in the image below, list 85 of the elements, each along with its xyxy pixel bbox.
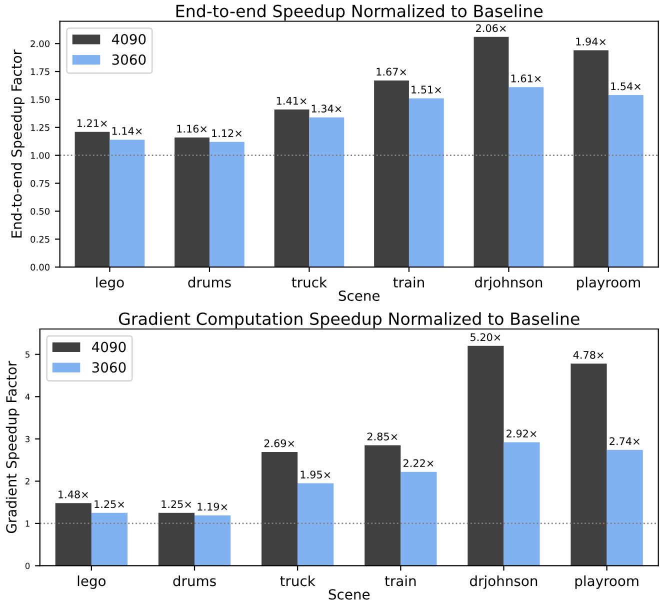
chart-title: End-to-end Speedup Normalized to Baseline bbox=[176, 4, 543, 21]
data-label: 2.06× bbox=[476, 24, 506, 32]
data-label: 1.67× bbox=[376, 68, 406, 76]
bar bbox=[209, 142, 244, 268]
y-tick-label: 0.25 bbox=[30, 236, 50, 243]
bar bbox=[364, 445, 401, 566]
bar bbox=[608, 94, 644, 268]
y-tick-label: 0 bbox=[25, 562, 30, 570]
bar bbox=[298, 483, 334, 566]
legend-label: 3060 bbox=[112, 54, 146, 65]
y-tick-label: 0.75 bbox=[30, 180, 50, 187]
bar bbox=[606, 450, 643, 566]
data-label: 1.51× bbox=[412, 86, 441, 94]
legend-label: 4090 bbox=[92, 342, 126, 352]
y-tick-label: 0.00 bbox=[30, 264, 50, 271]
data-label: 1.54× bbox=[611, 82, 640, 90]
chart-title: Gradient Computation Speedup Normalized to Baseline bbox=[118, 312, 580, 328]
y-tick-label: 5 bbox=[26, 351, 30, 358]
data-label: 1.48× bbox=[58, 490, 88, 498]
x-tick-label: playroom bbox=[575, 575, 638, 589]
data-label: 1.25× bbox=[94, 500, 124, 508]
x-tick-label: truck bbox=[280, 575, 316, 586]
data-label: 1.94× bbox=[576, 38, 606, 46]
y-axis-title: End-to-end Speedup Factor bbox=[11, 50, 24, 238]
bar bbox=[408, 98, 444, 268]
data-label: 1.16× bbox=[177, 124, 207, 133]
x-tick-label: playroom bbox=[577, 276, 640, 290]
legend-label: 3060 bbox=[92, 362, 126, 373]
legend-label: 4090 bbox=[112, 34, 146, 44]
bar bbox=[468, 346, 504, 566]
data-label: 1.95× bbox=[300, 470, 330, 478]
y-tick-label: 1.25 bbox=[31, 124, 50, 131]
y-tick-label: 1.50 bbox=[31, 96, 50, 104]
y-tick-label: 1 bbox=[26, 520, 30, 527]
data-label: 1.25× bbox=[162, 500, 192, 508]
y-tick-label: 0.50 bbox=[30, 208, 50, 215]
bar bbox=[91, 512, 128, 566]
data-label: 1.12× bbox=[212, 129, 242, 137]
bar bbox=[309, 117, 344, 268]
bar bbox=[508, 87, 544, 268]
data-label: 1.21× bbox=[77, 119, 107, 127]
bar bbox=[570, 364, 607, 566]
bar bbox=[574, 50, 608, 268]
x-tick-label: lego bbox=[78, 575, 106, 589]
y-axis-title: Gradient Speedup Factor bbox=[6, 360, 20, 534]
bar bbox=[504, 442, 540, 566]
data-label: 2.85× bbox=[367, 432, 398, 440]
y-tick-label: 4 bbox=[25, 394, 30, 400]
data-label: 2.69× bbox=[264, 439, 294, 448]
data-label: 2.74× bbox=[610, 437, 640, 445]
data-label: 1.61× bbox=[511, 74, 541, 82]
data-label: 2.92× bbox=[506, 430, 536, 438]
x-tick-label: drjohnson bbox=[474, 276, 542, 290]
x-tick-label: drjohnson bbox=[470, 575, 538, 589]
bar bbox=[55, 503, 92, 566]
data-label: 1.41× bbox=[276, 96, 306, 105]
data-label: 1.34× bbox=[312, 104, 342, 113]
bar bbox=[374, 80, 409, 268]
x-tick-label: drums bbox=[188, 276, 231, 288]
data-label: 1.14× bbox=[112, 127, 142, 135]
bar bbox=[74, 132, 110, 268]
bar bbox=[158, 512, 195, 566]
x-axis-title: Scene bbox=[338, 290, 380, 301]
data-label: 4.78× bbox=[573, 350, 604, 359]
bar bbox=[274, 110, 310, 268]
x-tick-label: train bbox=[393, 276, 424, 288]
bar bbox=[194, 515, 231, 566]
bar bbox=[110, 140, 145, 268]
x-axis-title: Scene bbox=[328, 589, 370, 600]
y-tick-label: 1.75 bbox=[31, 68, 50, 76]
bar bbox=[174, 137, 210, 268]
y-tick-label: 2.00 bbox=[30, 40, 50, 48]
data-label: 2.22× bbox=[404, 459, 434, 467]
x-tick-label: lego bbox=[96, 276, 124, 290]
y-tick-label: 3 bbox=[26, 436, 30, 442]
x-tick-label: truck bbox=[292, 276, 328, 288]
y-tick-label: 2 bbox=[25, 478, 30, 484]
data-label: 5.20× bbox=[470, 333, 500, 342]
bar bbox=[474, 36, 509, 268]
y-tick-label: 1.00 bbox=[31, 152, 50, 159]
bar bbox=[400, 472, 437, 566]
x-tick-label: drums bbox=[173, 575, 216, 586]
x-tick-label: train bbox=[384, 575, 416, 586]
bar bbox=[262, 452, 298, 566]
data-label: 1.19× bbox=[198, 502, 228, 511]
